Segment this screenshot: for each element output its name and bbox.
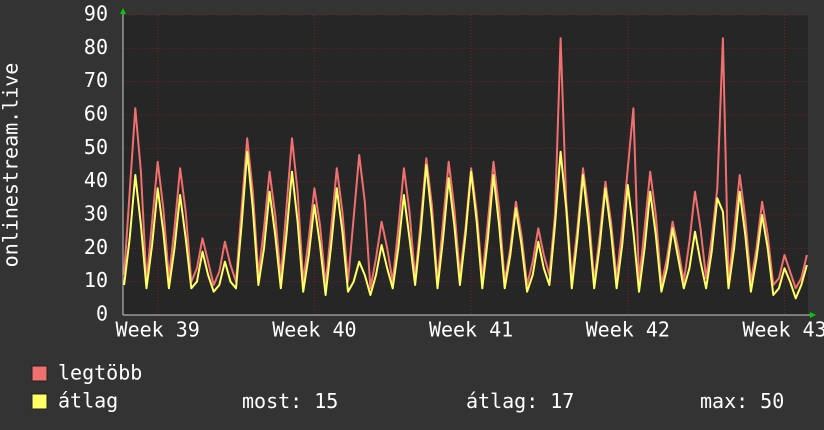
- stat: max: 50: [700, 389, 784, 413]
- plot: [123, 37, 808, 300]
- y-axis-title: onlinestream.live: [0, 63, 23, 268]
- y-tick-label: 30: [84, 202, 108, 226]
- y-tick-label: 0: [96, 302, 108, 326]
- y-tick-label: 90: [84, 2, 108, 26]
- legend: legtöbb átlag most: 15 átlag: 17 max: 50: [31, 361, 784, 413]
- y-tick-label: 60: [84, 102, 108, 126]
- legend-label: átlag: [58, 389, 118, 413]
- series-line: [123, 150, 808, 300]
- stat-label: max:: [700, 389, 748, 413]
- legend-label: legtöbb: [58, 361, 142, 385]
- stat-value: 50: [760, 389, 784, 413]
- y-tick-label: 80: [84, 35, 108, 59]
- stat-value: 17: [550, 389, 574, 413]
- grid: [122, 11, 810, 316]
- y-tick-label: 40: [84, 168, 108, 192]
- axis-arrow: [810, 312, 816, 318]
- legend-swatch: [31, 393, 48, 410]
- stat-label: átlag:: [466, 389, 538, 413]
- y-tick-label: 70: [84, 68, 108, 92]
- x-tick-label: Week 43: [742, 318, 824, 342]
- y-tick-label: 20: [84, 235, 108, 259]
- x-tick-label: Week 42: [586, 318, 670, 342]
- y-tick-label: 50: [84, 135, 108, 159]
- x-tick-label: Week 41: [429, 318, 513, 342]
- axis-arrow: [120, 8, 126, 14]
- x-tick-label: Week 39: [116, 318, 200, 342]
- stat: átlag: 17: [466, 389, 574, 413]
- y-tick-label: 10: [84, 268, 108, 292]
- x-tick-label: Week 40: [272, 318, 356, 342]
- labels: 0 10 20 30 40 50 60 70 80 90 Week 39 Week 40 Week 41…: [84, 2, 824, 342]
- stat-value: 15: [314, 389, 338, 413]
- legend-swatch: [31, 365, 48, 382]
- stat-label: most:: [242, 389, 302, 413]
- stat: most: 15: [242, 389, 338, 413]
